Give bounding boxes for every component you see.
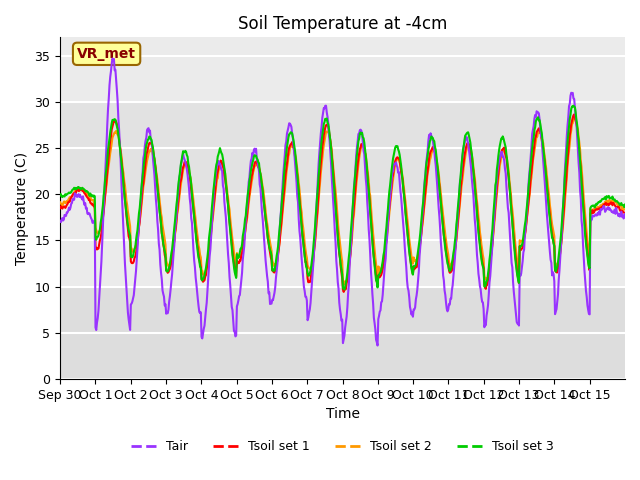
Bar — [60, 287, 625, 379]
Legend: Tair, Tsoil set 1, Tsoil set 2, Tsoil set 3: Tair, Tsoil set 1, Tsoil set 2, Tsoil se… — [127, 435, 559, 458]
X-axis label: Time: Time — [326, 407, 360, 421]
Bar — [60, 102, 625, 194]
Text: VR_met: VR_met — [77, 47, 136, 61]
Title: Soil Temperature at -4cm: Soil Temperature at -4cm — [238, 15, 447, 33]
Y-axis label: Temperature (C): Temperature (C) — [15, 152, 29, 264]
